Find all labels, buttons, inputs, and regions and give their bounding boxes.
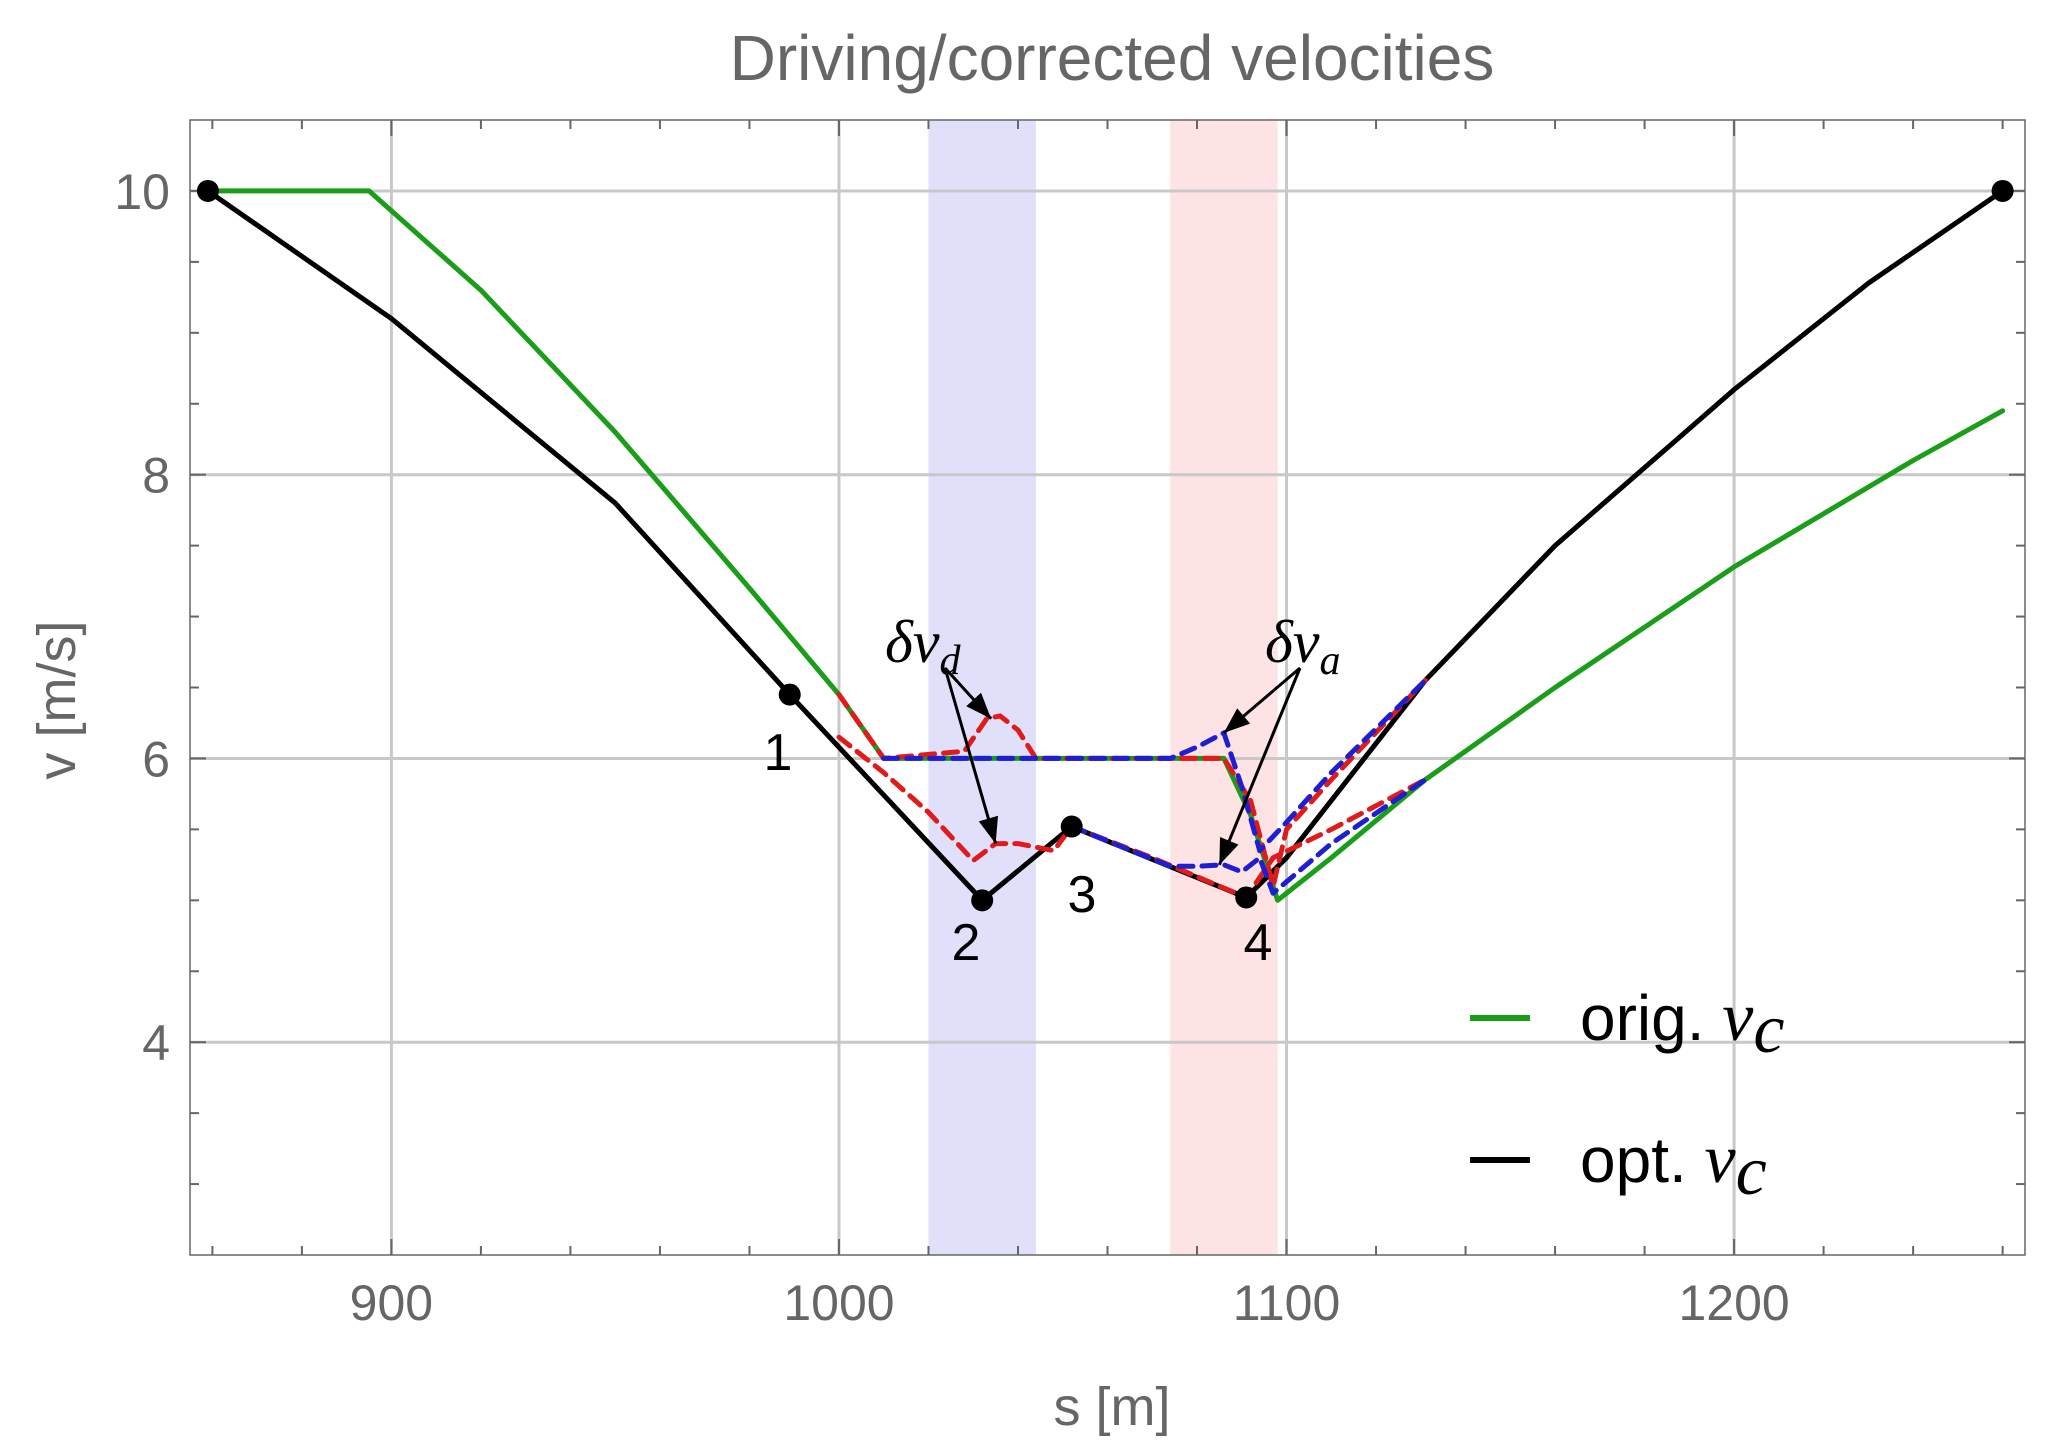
point-label-2: 2 xyxy=(952,914,981,972)
highlight-bands xyxy=(928,120,1278,1255)
point-label-1: 1 xyxy=(764,724,793,782)
x-tick-label-900: 900 xyxy=(350,1275,433,1331)
legend-entry-orig: orig. vc xyxy=(1580,979,1784,1068)
annotation-arrow-head xyxy=(966,692,992,719)
annotation-arrow-head xyxy=(1223,708,1251,733)
y-axis-title: v [m/s] xyxy=(27,621,87,780)
x-tick-label-1100: 1100 xyxy=(1233,1275,1341,1331)
red-band xyxy=(1170,120,1278,1255)
x-tick-labels: 900 1000 1100 1200 xyxy=(350,1275,1790,1331)
y-tick-label-8: 8 xyxy=(142,448,170,504)
chart-title: Driving/corrected velocities xyxy=(730,22,1495,94)
point-labels: 1 2 3 4 xyxy=(764,724,1273,972)
legend-entry-orig-var: v xyxy=(1722,979,1754,1056)
series-line-5 xyxy=(1069,777,1428,896)
y-tick-label-4: 4 xyxy=(142,1015,170,1071)
point-label-4: 4 xyxy=(1244,914,1273,972)
legend-entry-orig-sub: c xyxy=(1753,991,1784,1068)
series-line-3 xyxy=(836,734,1428,900)
x-tick-label-1000: 1000 xyxy=(783,1275,894,1331)
axis-ticks xyxy=(190,120,2025,1255)
series-line-4 xyxy=(881,677,1428,854)
grid xyxy=(190,120,2025,1255)
legend-entry-opt-sub: c xyxy=(1736,1133,1767,1210)
annotation-arrow-head xyxy=(1219,836,1239,865)
annotation-arrow-line xyxy=(1218,667,1302,866)
y-tick-labels: 4 6 8 10 xyxy=(114,164,170,1071)
plot-frame xyxy=(189,119,2026,1256)
blue-band xyxy=(928,120,1036,1255)
annotation-delta-vd-base: δv xyxy=(885,609,940,675)
annotation-arrow-head xyxy=(978,815,999,844)
point-marker-4 xyxy=(1235,886,1258,909)
y-tick-label-10: 10 xyxy=(114,164,170,220)
annotation-delta-va: δva xyxy=(1265,609,1341,684)
legend-entry-opt-text: opt. xyxy=(1580,1124,1705,1196)
x-tick-label-1200: 1200 xyxy=(1678,1275,1789,1331)
point-marker-5 xyxy=(1991,179,2014,202)
annotation-delta-vd: δvd xyxy=(885,609,962,684)
point-label-3: 3 xyxy=(1068,866,1097,924)
x-axis-title: s [m] xyxy=(1054,1377,1171,1437)
legend: orig. vc opt. vc xyxy=(1470,979,1784,1210)
y-tick-label-6: 6 xyxy=(142,731,170,787)
point-marker-1 xyxy=(778,683,801,706)
point-marker-0 xyxy=(196,179,219,202)
annotation-arrows xyxy=(943,666,1302,866)
annotation-arrow-line xyxy=(943,667,998,844)
annotation-delta-vd-sub: d xyxy=(940,638,962,684)
point-marker-3 xyxy=(1060,815,1083,838)
annotation-delta-va-base: δv xyxy=(1265,609,1320,675)
legend-entry-opt: opt. vc xyxy=(1580,1121,1767,1210)
point-marker-2 xyxy=(971,889,994,912)
series-line-0 xyxy=(205,188,2006,903)
marked-points xyxy=(196,179,2014,912)
legend-entry-orig-text: orig. xyxy=(1580,982,1722,1054)
legend-entry-opt-var: v xyxy=(1705,1121,1737,1198)
annotation-delta-va-sub: a xyxy=(1320,638,1341,684)
